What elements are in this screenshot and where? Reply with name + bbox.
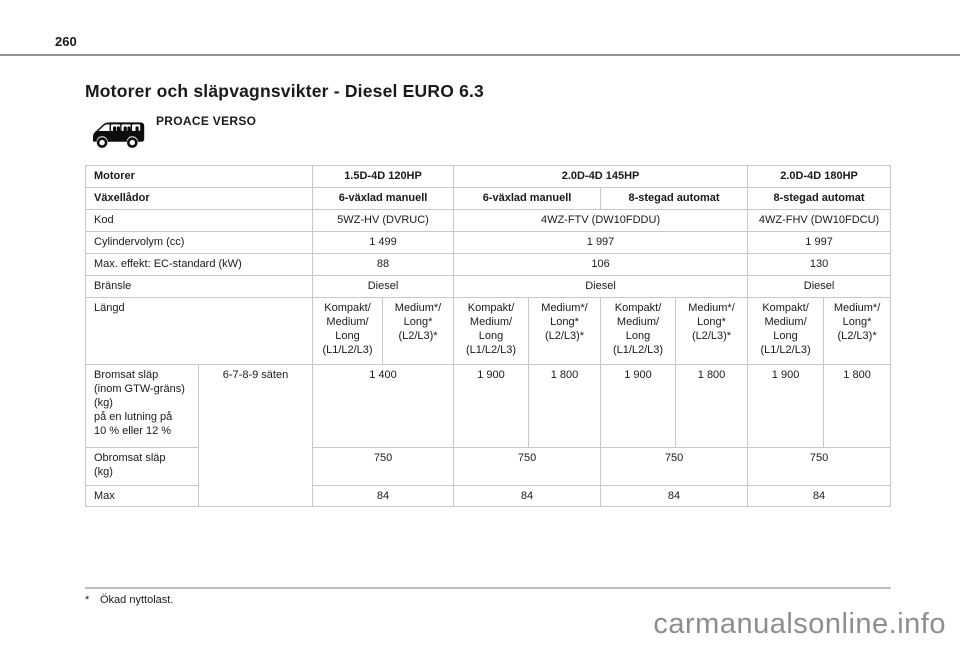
cell-kod-1: 5WZ-HV (DVRUC) [312, 209, 455, 232]
cell-length-variant-3: Kompakt/ Medium/ Long (L1/L2/L3) [453, 297, 530, 365]
cell-length-variant-4: Medium*/ Long* (L2/L3)* [528, 297, 602, 365]
row-cylindervolym: Cylindervolym (cc) 1 499 1 997 1 997 [84, 231, 892, 254]
page-title: Motorer och släpvagnsvikter - Diesel EUR… [85, 81, 484, 101]
cell-motorer-engine2: 2.0D-4D 145HP [453, 165, 749, 188]
cell-vaxellador-label: Växellådor [84, 187, 314, 210]
cell-braked-5: 1 800 [675, 364, 749, 448]
van-icon [90, 120, 148, 155]
footnote-divider [85, 587, 891, 589]
page-number: 260 [55, 34, 77, 49]
cell-braked-4: 1 900 [600, 364, 677, 448]
cell-length-variant-2: Medium*/ Long* (L2/L3)* [382, 297, 455, 365]
model-label: PROACE VERSO [156, 114, 257, 128]
cell-length-variant-7: Kompakt/ Medium/ Long (L1/L2/L3) [747, 297, 825, 365]
cell-displacement-2: 1 997 [453, 231, 749, 254]
row-langd: Längd Kompakt/ Medium/ Long (L1/L2/L3) M… [84, 297, 892, 365]
engine-spec-table: Motorer 1.5D-4D 120HP 2.0D-4D 145HP 2.0D… [84, 165, 892, 507]
cell-bromsat-label: Bromsat släp (inom GTW-gräns) (kg) på en… [85, 364, 199, 448]
row-max: Max 84 84 84 84 [85, 485, 892, 507]
cell-displacement-3: 1 997 [747, 231, 892, 254]
cell-max-label: Max [85, 485, 199, 507]
cell-max-4: 84 [747, 485, 892, 507]
cell-cylindervolym-label: Cylindervolym (cc) [84, 231, 314, 254]
footnote: * Ökad nyttolast. [85, 594, 173, 606]
cell-length-variant-1: Kompakt/ Medium/ Long (L1/L2/L3) [312, 297, 384, 365]
cell-length-variant-8: Medium*/ Long* (L2/L3)* [823, 297, 892, 365]
cell-braked-2: 1 900 [453, 364, 530, 448]
cell-gearbox-3: 8-stegad automat [600, 187, 749, 210]
cell-unbraked-3: 750 [600, 447, 749, 486]
cell-braked-3: 1 800 [528, 364, 602, 448]
cell-gearbox-1: 6-växlad manuell [312, 187, 455, 210]
cell-langd-label: Längd [84, 297, 314, 365]
watermark: carmanualsonline.info [653, 608, 946, 640]
cell-bransle-label: Bränsle [84, 275, 314, 298]
cell-kod-3: 4WZ-FHV (DW10FDCU) [747, 209, 892, 232]
cell-fuel-3: Diesel [747, 275, 892, 298]
cell-max-2: 84 [453, 485, 602, 507]
cell-unbraked-1: 750 [312, 447, 455, 486]
cell-motorer-label: Motorer [84, 165, 314, 188]
row-bromsat: Bromsat släp (inom GTW-gräns) (kg) på en… [85, 364, 892, 507]
cell-maxeffekt-label: Max. effekt: EC-standard (kW) [84, 253, 314, 276]
cell-unbraked-4: 750 [747, 447, 892, 486]
row-motorer: Motorer 1.5D-4D 120HP 2.0D-4D 145HP 2.0D… [84, 165, 892, 188]
cell-kod-label: Kod [84, 209, 314, 232]
cell-gearbox-4: 8-stegad automat [747, 187, 892, 210]
row-kod: Kod 5WZ-HV (DVRUC) 4WZ-FTV (DW10FDDU) 4W… [84, 209, 892, 232]
cell-braked-1: 1 400 [312, 364, 455, 448]
footnote-marker: * [85, 594, 90, 606]
cell-gearbox-2: 6-växlad manuell [453, 187, 602, 210]
cell-fuel-1: Diesel [312, 275, 455, 298]
row-vaxellador: Växellådor 6-växlad manuell 6-växlad man… [84, 187, 892, 210]
header-divider [0, 54, 960, 56]
cell-max-3: 84 [600, 485, 749, 507]
cell-power-3: 130 [747, 253, 892, 276]
cell-braked-6: 1 900 [747, 364, 825, 448]
cell-fuel-2: Diesel [453, 275, 749, 298]
cell-seats-label: 6-7-8-9 säten [197, 364, 314, 507]
cell-power-1: 88 [312, 253, 455, 276]
cell-displacement-1: 1 499 [312, 231, 455, 254]
cell-motorer-engine1: 1.5D-4D 120HP [312, 165, 455, 188]
footnote-text: Ökad nyttolast. [100, 594, 174, 606]
cell-power-2: 106 [453, 253, 749, 276]
cell-max-1: 84 [312, 485, 455, 507]
cell-unbraked-2: 750 [453, 447, 602, 486]
cell-length-variant-5: Kompakt/ Medium/ Long (L1/L2/L3) [600, 297, 677, 365]
row-bransle: Bränsle Diesel Diesel Diesel [84, 275, 892, 298]
row-obromsat: Obromsat släp (kg) 750 750 750 750 [85, 447, 892, 486]
vehicle-block: PROACE VERSO [90, 112, 490, 152]
cell-length-variant-6: Medium*/ Long* (L2/L3)* [675, 297, 749, 365]
cell-braked-7: 1 800 [823, 364, 892, 448]
cell-kod-2: 4WZ-FTV (DW10FDDU) [453, 209, 749, 232]
cell-motorer-engine3: 2.0D-4D 180HP [747, 165, 892, 188]
row-maxeffekt: Max. effekt: EC-standard (kW) 88 106 130 [84, 253, 892, 276]
cell-obromsat-label: Obromsat släp (kg) [85, 447, 199, 486]
